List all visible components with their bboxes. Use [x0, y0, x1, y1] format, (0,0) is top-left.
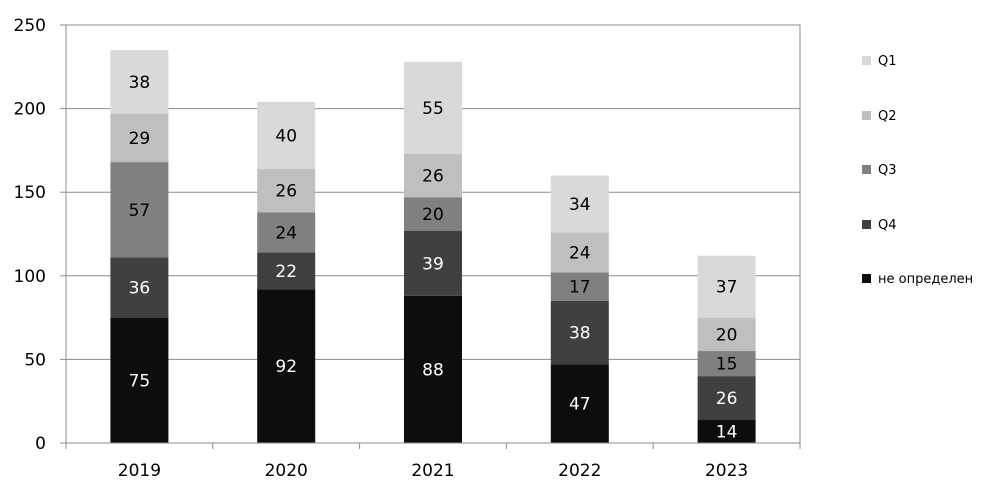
x-tick-label: 2019 — [118, 461, 161, 481]
y-tick-label: 250 — [14, 16, 46, 36]
legend-swatch — [862, 165, 871, 174]
data-label: 55 — [422, 99, 444, 119]
x-tick-label: 2020 — [265, 461, 308, 481]
bar-segment — [110, 162, 169, 258]
data-label: 26 — [422, 166, 444, 186]
bar-segment — [697, 255, 756, 318]
bar-segment — [550, 300, 609, 365]
data-label: 39 — [422, 254, 444, 274]
data-label: 20 — [422, 205, 444, 225]
bar-segment — [110, 257, 169, 318]
y-tick-label: 100 — [14, 267, 46, 287]
bar-segment — [697, 419, 756, 443]
bar-segment — [404, 197, 462, 231]
bar-segment — [550, 364, 609, 443]
data-label: 75 — [129, 371, 151, 391]
bar-segment — [404, 230, 462, 296]
bar-segment — [404, 295, 462, 443]
data-label: 14 — [716, 422, 738, 442]
axes — [60, 24, 801, 449]
bar-segment — [257, 252, 316, 290]
data-label: 38 — [129, 73, 151, 93]
data-label: 29 — [129, 129, 151, 149]
bar-segment — [110, 113, 169, 163]
data-label: 34 — [569, 195, 591, 215]
data-label: 40 — [275, 126, 297, 146]
legend-label: Q4 — [878, 217, 897, 233]
bar-segment — [404, 61, 462, 154]
legend-item: не определен — [862, 264, 980, 319]
data-label: 26 — [275, 182, 297, 202]
bar-segment — [257, 289, 316, 443]
bar-segment — [404, 153, 462, 198]
data-label: 15 — [716, 355, 738, 375]
legend-label: Q1 — [878, 54, 897, 69]
x-tick-label: 2021 — [411, 461, 454, 481]
bar-segment — [257, 168, 316, 213]
data-label: 37 — [716, 278, 738, 298]
x-tick-label: 2022 — [558, 461, 601, 481]
legend-swatch — [862, 219, 871, 229]
y-tick-label: 50 — [24, 350, 46, 370]
data-label: 92 — [275, 357, 297, 377]
data-label: 20 — [716, 325, 738, 345]
y-tick-label: 0 — [35, 434, 46, 454]
bar-segment — [697, 351, 756, 377]
x-tick-label: 2023 — [705, 461, 748, 481]
legend-label: не определен — [878, 272, 974, 287]
y-tick-label: 150 — [14, 183, 46, 203]
legend-swatch — [862, 56, 871, 65]
bar-segment — [257, 101, 316, 169]
bar-segment — [550, 175, 609, 233]
data-label: 36 — [129, 279, 151, 299]
legend-swatch — [862, 274, 871, 283]
data-label: 17 — [569, 278, 591, 298]
bars: 75 36 57 29 38 92 22 24 26 40 88 39 20 26 55 47 38 17 24 34… — [110, 50, 756, 443]
data-label: 24 — [275, 223, 297, 243]
legend-item: Q3 — [862, 155, 980, 210]
bar-segment — [697, 376, 756, 420]
legend-label: Q3 — [878, 163, 897, 178]
legend: Q1 Q2 Q3 Q4 не определен — [862, 46, 980, 319]
legend-item: Q4 — [862, 210, 980, 265]
legend-label: Q2 — [878, 108, 897, 124]
bar-segment — [110, 317, 169, 443]
legend-item: Q1 — [862, 46, 980, 101]
bar-segment — [697, 317, 756, 352]
data-label: 57 — [129, 201, 151, 221]
bar-segment — [550, 272, 609, 301]
y-tick-label: 200 — [14, 100, 46, 120]
data-label: 26 — [716, 389, 738, 409]
legend-item: Q2 — [862, 101, 980, 156]
legend-swatch — [862, 110, 871, 120]
data-label: 24 — [569, 243, 591, 263]
bar-segment — [550, 232, 609, 273]
data-label: 38 — [569, 324, 591, 344]
x-tick-labels: 2019 2020 2021 2022 2023 — [118, 461, 748, 481]
data-label: 88 — [422, 360, 444, 380]
data-label: 47 — [569, 395, 591, 415]
y-tick-labels: 0 50 100 150 200 250 — [14, 16, 46, 454]
data-label: 22 — [275, 262, 297, 282]
bar-segment — [257, 212, 316, 253]
bar-segment — [110, 50, 169, 114]
